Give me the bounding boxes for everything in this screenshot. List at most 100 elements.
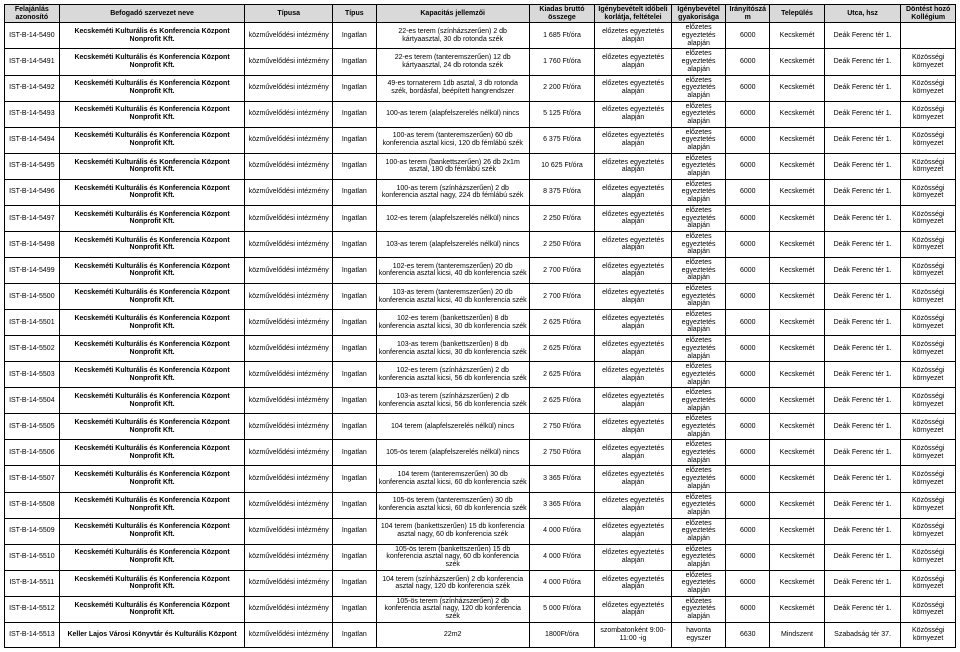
cell-price: 3 365 Ft/óra bbox=[529, 466, 595, 492]
cell-zip: 6000 bbox=[726, 205, 770, 231]
cell-typ2: Ingatlan bbox=[332, 75, 376, 101]
cell-zip: 6000 bbox=[726, 492, 770, 518]
cell-typ: közművelődési intézmény bbox=[245, 23, 332, 49]
cell-id: IST-B-14-5503 bbox=[5, 362, 60, 388]
cell-org: Kecskeméti Kulturális és Konferencia Köz… bbox=[59, 466, 245, 492]
cell-city: Kecskemét bbox=[770, 231, 825, 257]
cell-id: IST-B-14-5501 bbox=[5, 310, 60, 336]
cell-id: IST-B-14-5495 bbox=[5, 153, 60, 179]
cell-id: IST-B-14-5505 bbox=[5, 414, 60, 440]
cell-city: Kecskemét bbox=[770, 257, 825, 283]
cell-typ: közművelődési intézmény bbox=[245, 153, 332, 179]
cell-id: IST-B-14-5491 bbox=[5, 49, 60, 75]
cell-koll: Közösségi környezet bbox=[901, 257, 956, 283]
col-header-3: Típus bbox=[332, 5, 376, 23]
cell-typ: közművelődési intézmény bbox=[245, 231, 332, 257]
cell-kap: 104 terem (bankettszerűen) 15 db konfere… bbox=[376, 518, 529, 544]
cell-freq: előzetes egyeztetés alapján bbox=[671, 179, 726, 205]
cell-id: IST-B-14-5500 bbox=[5, 284, 60, 310]
col-header-11: Döntést hozó Kollégium bbox=[901, 5, 956, 23]
table-row: IST-B-14-5502Kecskeméti Kulturális és Ko… bbox=[5, 336, 956, 362]
cell-addr: Deák Ferenc tér 1. bbox=[824, 101, 901, 127]
cell-koll: Közösségi környezet bbox=[901, 570, 956, 596]
cell-kap: 100-as terem (tanteremszerűen) 60 db kon… bbox=[376, 127, 529, 153]
table-row: IST-B-14-5507Kecskeméti Kulturális és Ko… bbox=[5, 466, 956, 492]
table-row: IST-B-14-5508Kecskeméti Kulturális és Ko… bbox=[5, 492, 956, 518]
cell-koll: Közösségi környezet bbox=[901, 388, 956, 414]
col-header-4: Kapacitás jellemzői bbox=[376, 5, 529, 23]
cell-typ: közművelődési intézmény bbox=[245, 362, 332, 388]
cell-kap: 105-ös terem (alapfelszerelés nélkül) ni… bbox=[376, 440, 529, 466]
cell-typ2: Ingatlan bbox=[332, 518, 376, 544]
cell-freq: előzetes egyeztetés alapján bbox=[671, 310, 726, 336]
cell-org: Kecskeméti Kulturális és Konferencia Köz… bbox=[59, 596, 245, 622]
cell-id: IST-B-14-5509 bbox=[5, 518, 60, 544]
table-row: IST-B-14-5503Kecskeméti Kulturális és Ko… bbox=[5, 362, 956, 388]
table-body: IST-B-14-5490Kecskeméti Kulturális és Ko… bbox=[5, 23, 956, 647]
cell-org: Kecskeméti Kulturális és Konferencia Köz… bbox=[59, 231, 245, 257]
cell-org: Kecskeméti Kulturális és Konferencia Köz… bbox=[59, 23, 245, 49]
cell-zip: 6000 bbox=[726, 257, 770, 283]
cell-org: Kecskeméti Kulturális és Konferencia Köz… bbox=[59, 257, 245, 283]
cell-addr: Deák Ferenc tér 1. bbox=[824, 153, 901, 179]
cell-zip: 6000 bbox=[726, 440, 770, 466]
cell-kap: 100-as terem (alapfelszerelés nélkül) ni… bbox=[376, 101, 529, 127]
cell-typ2: Ingatlan bbox=[332, 544, 376, 570]
cell-city: Kecskemét bbox=[770, 544, 825, 570]
cell-addr: Deák Ferenc tér 1. bbox=[824, 466, 901, 492]
cell-zip: 6000 bbox=[726, 153, 770, 179]
cell-freq: előzetes egyeztetés alapján bbox=[671, 466, 726, 492]
cell-org: Kecskeméti Kulturális és Konferencia Köz… bbox=[59, 179, 245, 205]
cell-city: Kecskemét bbox=[770, 414, 825, 440]
cell-freq: előzetes egyeztetés alapján bbox=[671, 544, 726, 570]
cell-price: 2 625 Ft/óra bbox=[529, 336, 595, 362]
cell-zip: 6000 bbox=[726, 75, 770, 101]
cell-kap: 104 terem (alapfelszerelés nélkül) nincs bbox=[376, 414, 529, 440]
table-row: IST-B-14-5500Kecskeméti Kulturális és Ko… bbox=[5, 284, 956, 310]
cell-addr: Deák Ferenc tér 1. bbox=[824, 231, 901, 257]
cell-price: 4 000 Ft/óra bbox=[529, 570, 595, 596]
cell-lim: előzetes egyeztetés alapján bbox=[595, 570, 672, 596]
cell-city: Kecskemét bbox=[770, 362, 825, 388]
cell-lim: előzetes egyeztetés alapján bbox=[595, 414, 672, 440]
cell-typ2: Ingatlan bbox=[332, 23, 376, 49]
col-header-6: Igénybevételt időbeli korlátja, feltétel… bbox=[595, 5, 672, 23]
cell-price: 2 750 Ft/óra bbox=[529, 440, 595, 466]
cell-freq: előzetes egyeztetés alapján bbox=[671, 101, 726, 127]
col-header-5: Kiadas bruttó összege bbox=[529, 5, 595, 23]
cell-city: Kecskemét bbox=[770, 466, 825, 492]
cell-freq: előzetes egyeztetés alapján bbox=[671, 231, 726, 257]
cell-org: Keller Lajos Városi Könyvtár és Kulturál… bbox=[59, 622, 245, 647]
cell-addr: Szabadság tér 37. bbox=[824, 622, 901, 647]
table-row: IST-B-14-5511Kecskeméti Kulturális és Ko… bbox=[5, 570, 956, 596]
cell-typ: közművelődési intézmény bbox=[245, 388, 332, 414]
cell-city: Kecskemét bbox=[770, 570, 825, 596]
cell-kap: 102-es terem (alapfelszerelés nélkül) ni… bbox=[376, 205, 529, 231]
cell-addr: Deák Ferenc tér 1. bbox=[824, 127, 901, 153]
cell-city: Kecskemét bbox=[770, 596, 825, 622]
cell-id: IST-B-14-5492 bbox=[5, 75, 60, 101]
cell-koll: Közösségi környezet bbox=[901, 440, 956, 466]
cell-addr: Deák Ferenc tér 1. bbox=[824, 414, 901, 440]
cell-org: Kecskeméti Kulturális és Konferencia Köz… bbox=[59, 544, 245, 570]
cell-zip: 6000 bbox=[726, 49, 770, 75]
cell-freq: előzetes egyeztetés alapján bbox=[671, 414, 726, 440]
cell-org: Kecskeméti Kulturális és Konferencia Köz… bbox=[59, 388, 245, 414]
cell-typ: közművelődési intézmény bbox=[245, 127, 332, 153]
cell-addr: Deák Ferenc tér 1. bbox=[824, 596, 901, 622]
cell-typ: közművelődési intézmény bbox=[245, 75, 332, 101]
cell-kap: 103-as terem (alapfelszerelés nélkül) ni… bbox=[376, 231, 529, 257]
cell-addr: Deák Ferenc tér 1. bbox=[824, 23, 901, 49]
cell-kap: 22-es terem (tanteremszerűen) 12 db kárt… bbox=[376, 49, 529, 75]
cell-city: Kecskemét bbox=[770, 101, 825, 127]
cell-kap: 100-as terem (bankettszerűen) 26 db 2x1m… bbox=[376, 153, 529, 179]
cell-typ2: Ingatlan bbox=[332, 127, 376, 153]
cell-typ: közművelődési intézmény bbox=[245, 284, 332, 310]
cell-price: 8 375 Ft/óra bbox=[529, 179, 595, 205]
cell-price: 2 200 Ft/óra bbox=[529, 75, 595, 101]
cell-id: IST-B-14-5508 bbox=[5, 492, 60, 518]
cell-zip: 6000 bbox=[726, 101, 770, 127]
cell-koll: Közösségi környezet bbox=[901, 101, 956, 127]
cell-koll: Közösségi környezet bbox=[901, 544, 956, 570]
table-row: IST-B-14-5506Kecskeméti Kulturális és Ko… bbox=[5, 440, 956, 466]
